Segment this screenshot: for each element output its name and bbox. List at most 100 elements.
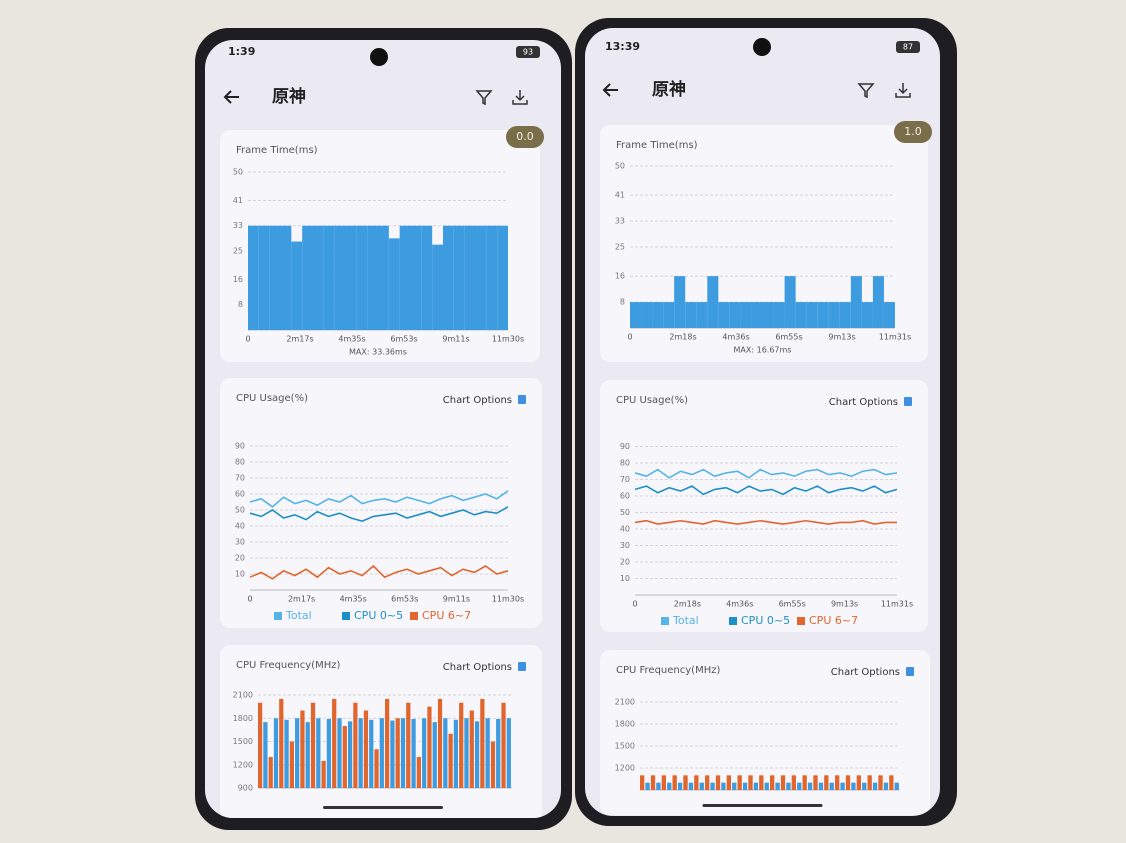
bar: [291, 241, 303, 330]
x-tick-label: 6m55s: [775, 333, 802, 342]
y-tick-label: 16: [233, 275, 243, 284]
bar: [850, 276, 862, 328]
bar: [683, 775, 688, 790]
bar: [248, 225, 259, 330]
card-title: Frame Time(ms): [616, 140, 698, 151]
bar: [751, 302, 763, 328]
y-tick-label: 70: [235, 474, 245, 483]
bar: [432, 244, 443, 330]
bar: [878, 775, 883, 790]
legend-label: CPU 0~5: [741, 614, 790, 627]
y-tick-label: 50: [615, 162, 625, 171]
y-tick-label: 70: [620, 475, 630, 484]
x-tick-label: 11m30s: [492, 595, 524, 604]
bar: [496, 719, 501, 788]
x-tick-label: 0: [632, 600, 637, 609]
y-tick-label: 2100: [615, 698, 635, 707]
chart-footer: MAX: 16.67ms: [734, 346, 792, 355]
x-tick-label: 6m53s: [390, 335, 417, 344]
bar: [295, 718, 300, 788]
bar: [667, 782, 672, 790]
bar: [443, 225, 454, 330]
bar: [332, 698, 337, 788]
bar: [506, 718, 511, 788]
status-time: 13:39: [605, 40, 640, 53]
bar: [490, 741, 496, 788]
bar: [268, 757, 273, 788]
y-tick-label: 80: [620, 459, 630, 468]
bar: [464, 225, 476, 330]
options-icon: [904, 397, 912, 406]
series-line: [634, 468, 898, 479]
y-tick-label: 10: [620, 574, 630, 583]
card-title: Frame Time(ms): [236, 145, 318, 156]
legend-label: Total: [285, 609, 312, 622]
bar: [707, 276, 719, 328]
bar: [300, 710, 305, 788]
bar: [694, 775, 699, 790]
back-arrow: [602, 83, 618, 97]
y-tick-label: 41: [615, 191, 625, 200]
chart-options: Chart Options: [443, 662, 512, 673]
bar: [759, 775, 764, 790]
y-tick-label: 8: [620, 298, 625, 307]
bar: [337, 718, 342, 788]
bar: [786, 782, 791, 790]
y-tick-label: 90: [620, 442, 630, 451]
x-tick-label: 9m13s: [828, 333, 855, 342]
screen: 13:39 87 原神 Frame Time(ms) 1.0 8 16 25 33 41 50 0 2m…: [585, 28, 940, 816]
bar: [284, 719, 289, 788]
bar: [818, 782, 824, 790]
bar: [367, 225, 378, 330]
bar: [437, 698, 443, 788]
legend-swatch: [274, 612, 282, 620]
card: [220, 378, 542, 628]
x-tick-label: 9m11s: [442, 335, 469, 344]
bar: [894, 782, 899, 790]
bar: [263, 722, 268, 788]
bar: [795, 302, 807, 328]
series-line: [634, 519, 897, 525]
badge-text: 0.0: [516, 130, 534, 143]
download-icon: [895, 83, 911, 98]
x-tick-label: 11m31s: [879, 333, 911, 342]
x-tick-label: 2m17s: [288, 595, 315, 604]
bar: [469, 710, 474, 788]
bar: [353, 702, 358, 788]
bar: [674, 276, 686, 328]
y-tick-label: 900: [238, 784, 253, 793]
y-tick-label: 16: [615, 272, 625, 281]
bar: [347, 721, 353, 788]
bar: [764, 782, 769, 790]
y-tick-label: 40: [620, 525, 630, 534]
bar: [872, 782, 878, 790]
bar: [817, 302, 829, 328]
y-tick-label: 1500: [615, 742, 635, 751]
bar: [710, 782, 715, 790]
x-tick-label: 4m35s: [338, 335, 365, 344]
bar: [453, 719, 459, 788]
y-tick-label: 50: [620, 508, 630, 517]
bar: [374, 749, 379, 788]
bar: [845, 775, 851, 790]
bar: [685, 302, 697, 328]
bar: [416, 757, 421, 788]
bar: [729, 302, 741, 328]
y-tick-label: 60: [620, 492, 630, 501]
card-title: CPU Frequency(MHz): [616, 665, 720, 676]
y-tick-label: 20: [235, 554, 245, 563]
bar: [840, 782, 845, 790]
bar: [269, 225, 281, 330]
x-tick-label: 6m55s: [779, 600, 806, 609]
bar: [802, 775, 807, 790]
y-tick-label: 20: [620, 558, 630, 567]
card-title: CPU Frequency(MHz): [236, 660, 340, 671]
bar: [718, 302, 730, 328]
legend-label: CPU 6~7: [422, 609, 471, 622]
bar: [422, 718, 427, 788]
bar: [652, 302, 664, 328]
battery-level: 93: [523, 48, 533, 57]
bar: [867, 775, 872, 790]
bar: [645, 782, 650, 790]
bar: [883, 302, 895, 328]
